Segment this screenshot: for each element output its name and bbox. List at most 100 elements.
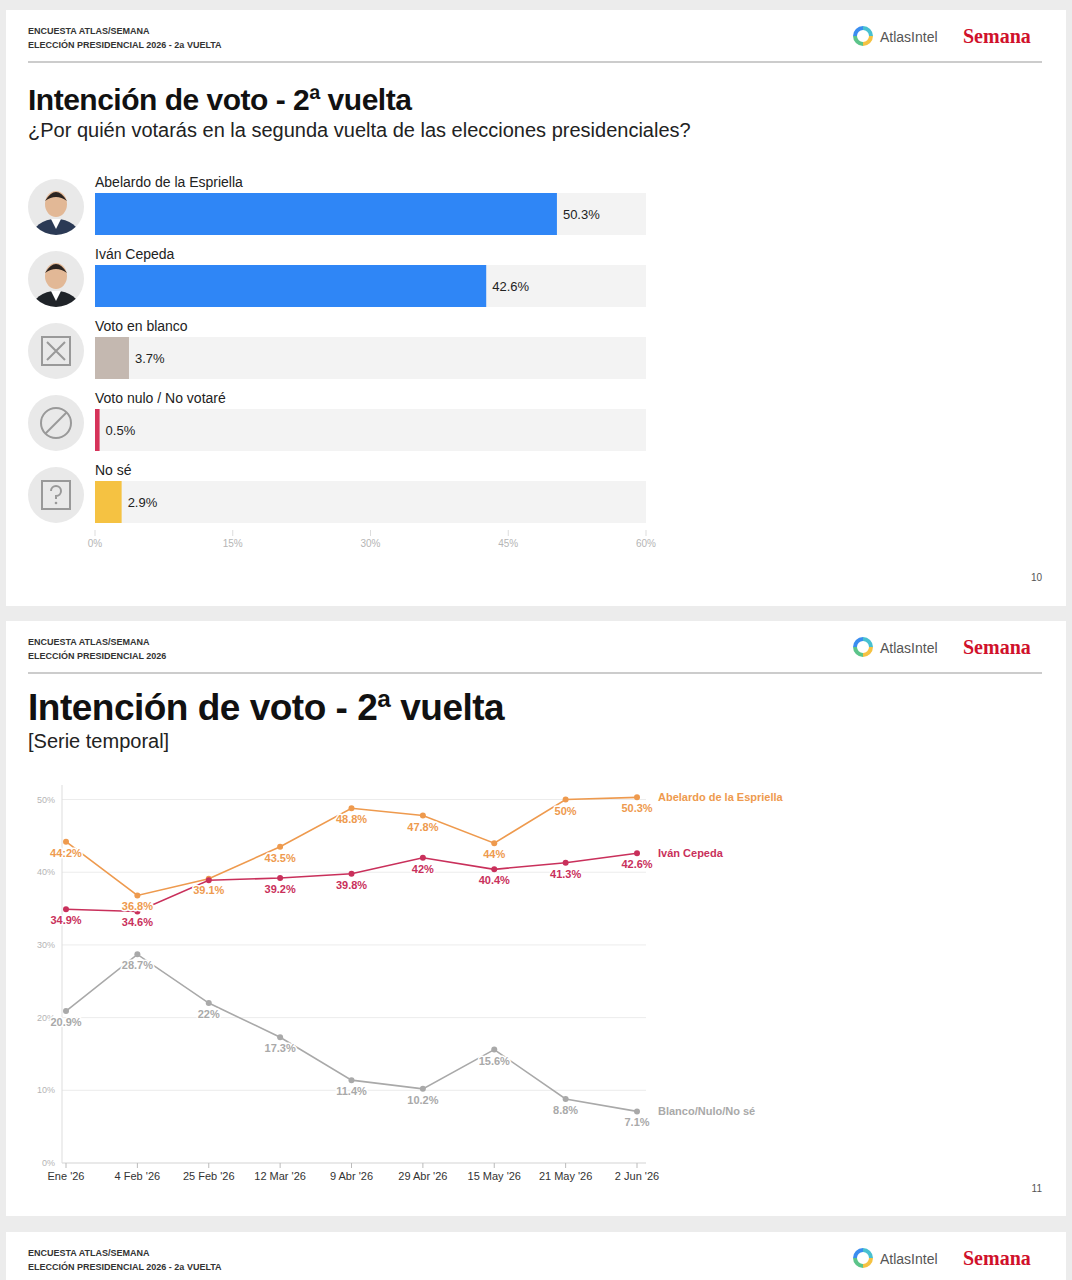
avatar	[32, 263, 80, 327]
tick-label: 0%	[88, 538, 103, 549]
point	[420, 855, 426, 861]
grid-line	[62, 944, 646, 945]
data-label: 0.5%	[106, 423, 136, 438]
data-label: 20.9%	[50, 1016, 81, 1028]
data-label: 34.6%	[122, 916, 153, 928]
data-label: 42.6%	[621, 858, 652, 870]
logo-arc	[855, 639, 863, 647]
data-label: 2.9%	[128, 495, 158, 510]
icon-bg	[28, 467, 84, 523]
tick-label: 0%	[42, 1158, 55, 1168]
header-text: ELECCIÓN PRESIDENCIAL 2026 - 2a VUELTA	[28, 1261, 222, 1272]
logo-arc	[863, 36, 871, 44]
bar	[95, 481, 122, 523]
tick-label: 10%	[37, 1085, 55, 1095]
avatar	[32, 191, 80, 255]
x-tick	[422, 1163, 423, 1168]
data-label: 39.8%	[336, 879, 367, 891]
category-label: Iván Cepeda	[95, 246, 175, 262]
header-text: ELECCIÓN PRESIDENCIAL 2026 - 2a VUELTA	[28, 39, 222, 50]
point	[63, 1008, 69, 1014]
icon-dot	[55, 502, 58, 505]
data-label: 39.2%	[265, 883, 296, 895]
category-label: Abelardo de la Espriella	[95, 174, 243, 190]
x-tick	[565, 1163, 566, 1168]
header-text: ELECCIÓN PRESIDENCIAL 2026	[28, 650, 166, 661]
category-label: 4 Feb '26	[115, 1170, 161, 1182]
data-label: 47.8%	[407, 821, 438, 833]
chart-title: Intención de voto - 2ª vuelta	[28, 687, 505, 728]
data-label: 44%	[483, 848, 505, 860]
avatar-body	[32, 291, 80, 327]
icon-ring	[41, 408, 71, 438]
logo-arc	[855, 1250, 863, 1258]
tick-label: 60%	[636, 538, 656, 549]
chart-subtitle: [Serie temporal]	[28, 730, 169, 752]
bar-track	[95, 409, 646, 451]
data-label: 42.6%	[492, 279, 529, 294]
x-tick	[66, 1163, 67, 1168]
grid-line	[62, 1163, 646, 1164]
icon-box	[42, 337, 70, 365]
data-label: 50.3%	[621, 802, 652, 814]
data-label: 11.4%	[336, 1085, 367, 1097]
point	[206, 877, 212, 883]
point	[277, 844, 283, 850]
brand-atlas: AtlasIntel	[880, 640, 938, 656]
bar-track	[95, 265, 646, 307]
bar	[95, 265, 486, 307]
category-label: Voto nulo / No votaré	[95, 390, 226, 406]
data-label: 39.1%	[193, 884, 224, 896]
icon-bg	[28, 323, 84, 379]
point	[420, 813, 426, 819]
bar	[95, 409, 100, 451]
point	[134, 892, 140, 898]
data-label: 44:2%	[50, 847, 82, 859]
grid-line	[62, 1017, 646, 1018]
tick	[646, 530, 647, 536]
x-tick	[208, 1163, 209, 1168]
panel	[6, 10, 1066, 606]
x-tick	[494, 1163, 495, 1168]
point	[563, 797, 569, 803]
category-label: 9 Abr '26	[330, 1170, 373, 1182]
point	[491, 866, 497, 872]
data-label: 40.4%	[479, 874, 510, 886]
point	[349, 1077, 355, 1083]
x-axis	[62, 1163, 646, 1164]
header-text: ENCUESTA ATLAS/SEMANA	[28, 1248, 150, 1258]
point	[634, 850, 640, 856]
bar-track	[95, 481, 646, 523]
point	[491, 1047, 497, 1053]
brand-atlas: AtlasIntel	[880, 1251, 938, 1267]
bar-track	[95, 337, 646, 379]
y-axis	[62, 785, 63, 1163]
x-tick	[637, 1163, 638, 1168]
series-line	[66, 797, 637, 895]
tick-label: 40%	[37, 867, 55, 877]
logo-arc	[855, 647, 863, 655]
page-header: ENCUESTA ATLAS/SEMANA ELECCIÓN PRESIDENCI…	[28, 25, 1042, 583]
logo-arc	[863, 1258, 871, 1266]
bars	[95, 193, 557, 523]
category-label: 21 May '26	[539, 1170, 592, 1182]
logo-arc	[863, 28, 871, 36]
page-number: 11	[1032, 1183, 1043, 1194]
category-label: 2 Jun '26	[615, 1170, 659, 1182]
brand-semana: Semana	[963, 25, 1031, 47]
x-tick	[280, 1163, 281, 1168]
tick-label: 45%	[498, 538, 518, 549]
category-label: 12 Mar '26	[254, 1170, 306, 1182]
data-label: 50%	[555, 805, 577, 817]
data-label: 41.3%	[550, 868, 581, 880]
tick-label: 30%	[360, 538, 380, 549]
data-label: 7.1%	[624, 1116, 649, 1128]
icon-bg	[28, 251, 84, 307]
category-label: 25 Feb '26	[183, 1170, 235, 1182]
header-text: ENCUESTA ATLAS/SEMANA	[28, 26, 150, 36]
panel	[6, 1232, 1066, 1280]
avatar-hair	[45, 264, 67, 273]
data-label: 50.3%	[563, 207, 600, 222]
series-line	[66, 954, 637, 1111]
category-label: 15 May '26	[468, 1170, 521, 1182]
